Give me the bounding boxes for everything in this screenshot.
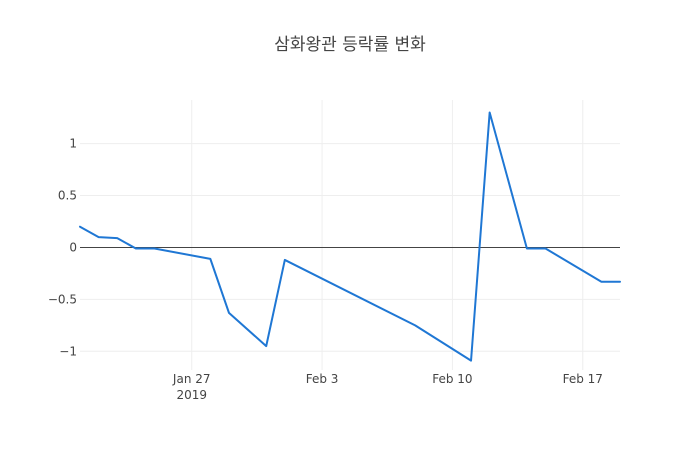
- y-axis-ticks: 1 0.5 0 −0.5 −1: [48, 137, 77, 359]
- x-tick-sublabel: 2019: [176, 388, 207, 402]
- series-line: [79, 111, 621, 362]
- x-tick-label: Jan 27: [172, 372, 211, 386]
- y-tick-label: 1: [69, 137, 77, 151]
- y-tick-label: −0.5: [48, 292, 77, 306]
- grid-lines: [80, 100, 620, 370]
- y-tick-label: −1: [59, 344, 77, 358]
- x-tick-label: Feb 3: [306, 372, 339, 386]
- x-tick-label: Feb 17: [563, 372, 603, 386]
- x-axis-ticks: Jan 27 2019 Feb 3 Feb 10 Feb 17: [172, 372, 603, 402]
- x-tick-label: Feb 10: [432, 372, 472, 386]
- chart-title: 삼화왕관 등락률 변화: [274, 35, 426, 55]
- y-tick-label: 0.5: [58, 189, 77, 203]
- y-tick-label: 0: [69, 240, 77, 254]
- series-group: [79, 111, 621, 362]
